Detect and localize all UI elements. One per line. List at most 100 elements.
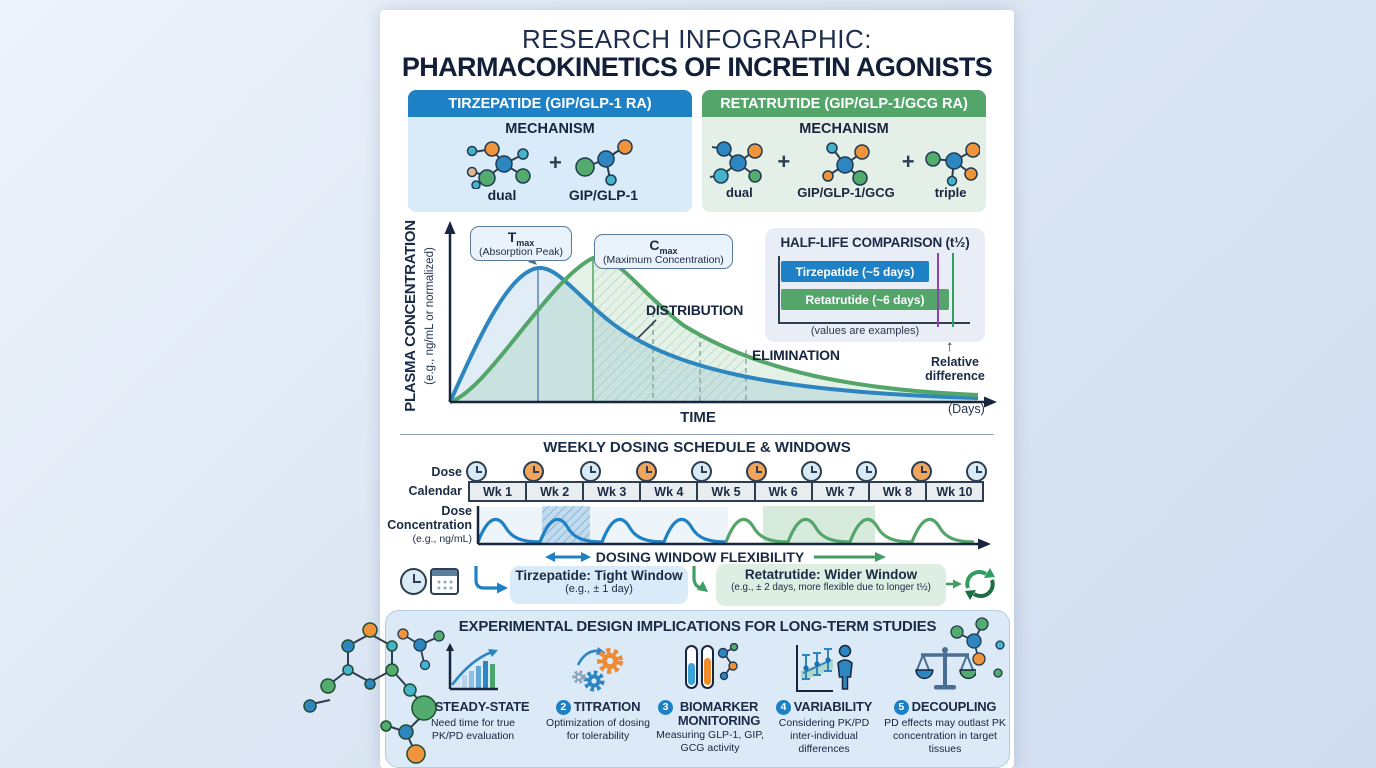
molecule-label: triple (934, 185, 967, 200)
week-cell: Wk 5 (696, 483, 753, 500)
week-cell: Wk 8 (867, 483, 925, 500)
week-cell: Wk 4 (639, 483, 696, 500)
marker-line-purple (937, 253, 939, 327)
cycle-arrow (946, 579, 962, 589)
marker-line-green (952, 253, 954, 327)
molecule-dual-icon (466, 141, 531, 189)
half-life-note: (values are examples) (810, 325, 920, 337)
relative-difference-label: Relative difference (925, 355, 985, 383)
molecule-gip-glp1-gcg-icon (822, 142, 870, 186)
week-cell: Wk 6 (753, 483, 811, 500)
implications-panel: EXPERIMENTAL DESIGN IMPLICATIONS FOR LON… (385, 610, 1010, 768)
implication-desc: Need time for true PK/PD evaluation (430, 717, 516, 742)
week-cell: Wk 2 (525, 483, 582, 500)
implication-heading: BIOMARKER MONITORING (677, 699, 761, 728)
section-divider (400, 434, 994, 435)
pk-x-axis-label: TIME (680, 409, 716, 426)
tirzepatide-bar: Tirzepatide (~5 days) (781, 261, 929, 282)
gears-icon (572, 647, 623, 692)
clock-icon (966, 461, 987, 482)
concentration-row-label: Dose Concentration (e.g., ng/mL) (387, 504, 472, 545)
implications-title: EXPERIMENTAL DESIGN IMPLICATIONS FOR LON… (458, 618, 937, 635)
number-badge: 4 (775, 700, 791, 715)
test-tubes-icon (685, 643, 739, 689)
balance-scale-icon (915, 647, 976, 690)
molecule-dual-icon (710, 141, 764, 184)
wide-window-arrow (814, 552, 886, 562)
retatrutide-bar: Retatrutide (~6 days) (781, 289, 949, 310)
mechanism-title: MECHANISM (505, 121, 595, 137)
pk-curve-chart (444, 221, 997, 408)
clock-icon (746, 461, 767, 482)
molecule-label: dual (487, 187, 517, 203)
implication-heading: DECOUPLING (911, 699, 997, 714)
implication-desc: Measuring GLP-1, GIP, GCG activity (656, 729, 764, 755)
variability-plot-icon (796, 644, 853, 692)
pk-x-axis-unit: (Days) (948, 402, 985, 416)
page-title: PHARMACOKINETICS OF INCRETIN AGONISTS (401, 52, 993, 82)
half-life-box: HALF-LIFE COMPARISON (t½) Tirzepatide (~… (765, 228, 985, 342)
clock-icon (691, 461, 712, 482)
plus-sign: + (777, 148, 791, 174)
molecule-label: GIP/GLP-1/GCG (797, 185, 895, 200)
molecule-label: dual (726, 185, 753, 200)
implication-biomarker: 3 BIOMARKER MONITORING Measuring GLP-1, G… (654, 639, 766, 755)
implication-desc: Optimization of dosing for tolerability (546, 717, 650, 742)
clock-icon (523, 461, 544, 482)
decorative-molecule-large (303, 622, 437, 764)
clock-icon (466, 461, 487, 482)
recycle-icon (965, 568, 995, 600)
mechanism-title: MECHANISM (799, 121, 889, 137)
weekly-concentration-chart (476, 506, 991, 550)
implication-desc: Considering PK/PD inter-individual diffe… (778, 717, 870, 755)
half-life-axis (778, 256, 780, 324)
relative-difference-arrow: ↑ (946, 338, 954, 355)
number-badge: 5 (893, 700, 909, 715)
distribution-label: DISTRIBUTION (646, 302, 744, 318)
molecule-gip-glp1-icon (575, 139, 634, 186)
page-kicker: RESEARCH INFOGRAPHIC: (522, 24, 872, 54)
tirzepatide-header: TIRZEPATIDE (GIP/GLP-1 RA) (408, 90, 692, 117)
wide-window-elbow-arrow (692, 566, 708, 592)
tirzepatide-card: TIRZEPATIDE (GIP/GLP-1 RA) MECHANISM (408, 90, 692, 212)
week-cell: Wk 10 (924, 483, 982, 500)
growth-chart-icon (446, 643, 498, 691)
plus-sign: + (548, 150, 562, 175)
implication-decoupling: 5 DECOUPLING PD effects may outlast PK co… (882, 639, 1008, 755)
calendar-icon (430, 568, 459, 595)
week-cell: Wk 1 (482, 484, 513, 499)
dose-clock-row (380, 461, 1014, 483)
number-badge: 3 (658, 700, 673, 715)
tight-window-arrow (545, 552, 591, 562)
dosing-section-title: WEEKLY DOSING SCHEDULE & WINDOWS (543, 439, 851, 456)
clock-icon (636, 461, 657, 482)
week-calendar-strip: Wk 1 Wk 2 Wk 3 Wk 4 Wk 5 Wk 6 Wk 7 Wk 8 … (468, 481, 984, 502)
retatrutide-window-box: Retatrutide: Wider Window (e.g., ± 2 day… (716, 564, 946, 606)
implication-variability: 4 VARIABILITY Considering PK/PD inter-ind… (768, 639, 880, 755)
half-life-title: HALF-LIFE COMPARISON (t½) (780, 235, 970, 250)
implication-steady-state: 1STEADY-STATE Need time for true PK/PD e… (414, 639, 532, 743)
clock-icon-large (400, 568, 427, 595)
pk-y-axis-label: PLASMA CONCENTRATION (e.g., ng/mL or nor… (402, 220, 436, 412)
retatrutide-header: RETATRUTIDE (GIP/GLP-1/GCG RA) (702, 90, 986, 117)
implication-heading: VARIABILITY (793, 699, 873, 714)
tmax-callout: Tmax (Absorption Peak) (470, 226, 573, 261)
clock-icon (911, 461, 932, 482)
cmax-callout: Cmax (Maximum Concentration) (594, 234, 733, 269)
decorative-molecule-small-right (950, 617, 1005, 678)
molecule-label: GIP/GLP-1 (568, 187, 639, 203)
plus-sign: + (901, 148, 915, 174)
implication-desc: PD effects may outlast PK concentration … (884, 717, 1006, 755)
retatrutide-card: RETATRUTIDE (GIP/GLP-1/GCG RA) MECHANISM (702, 90, 986, 212)
implication-heading: STEADY-STATE (434, 699, 530, 714)
dose-row-label: Dose (431, 465, 462, 479)
week-cell: Wk 3 (582, 483, 639, 500)
clock-icon (801, 461, 822, 482)
implication-heading: TITRATION (573, 699, 641, 714)
clock-icon (580, 461, 601, 482)
tirzepatide-window-box: Tirzepatide: Tight Window (e.g., ± 1 day… (510, 566, 688, 604)
clock-icon (856, 461, 877, 482)
number-badge: 2 (555, 700, 571, 715)
tight-window-elbow-arrow (474, 566, 508, 594)
flexibility-label: DOSING WINDOW FLEXIBILITY (595, 549, 805, 565)
